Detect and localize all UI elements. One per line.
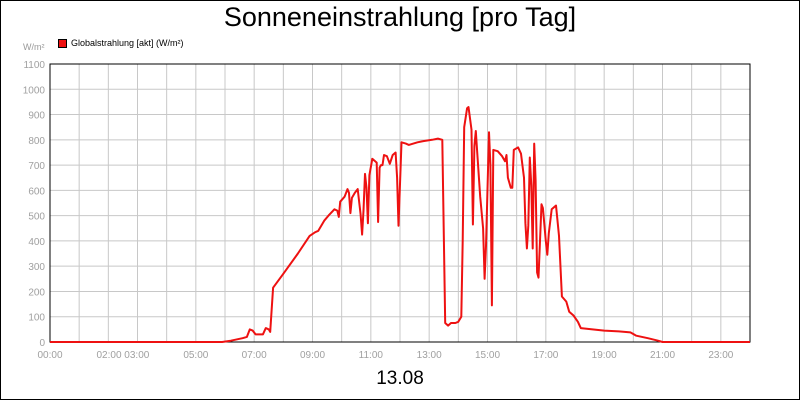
legend: Globalstrahlung [akt] (W/m²): [58, 38, 184, 48]
y-tick-label: 900: [28, 111, 45, 122]
y-tick-label: 400: [28, 237, 45, 248]
x-axis-date-label: 13.08: [376, 368, 424, 389]
x-tick-label: 15:00: [475, 350, 500, 361]
y-tick-label: 0: [39, 338, 45, 349]
x-tick-label: 00:00: [37, 350, 62, 361]
x-tick-label: 05:00: [183, 350, 208, 361]
y-tick-label: 600: [28, 186, 45, 197]
plot-border: [49, 63, 751, 343]
y-unit-label: W/m²: [23, 42, 45, 52]
y-tick-label: 300: [28, 262, 45, 273]
x-tick-label: 09:00: [300, 350, 325, 361]
chart-title: Sonneneinstrahlung [pro Tag]: [223, 2, 577, 32]
x-tick-label: 23:00: [708, 350, 733, 361]
legend-label: Globalstrahlung [akt] (W/m²): [71, 38, 184, 48]
y-tick-label: 500: [28, 212, 45, 223]
y-tick-label: 200: [28, 287, 45, 298]
x-tick-label: 21:00: [650, 350, 675, 361]
y-tick-label: 800: [28, 136, 45, 147]
y-tick-label: 100: [28, 313, 45, 324]
x-tick-label: 11:00: [359, 350, 384, 361]
x-tick-label: 17:00: [533, 350, 558, 361]
y-tick-label: 1000: [23, 85, 46, 96]
x-tick-label: 07:00: [242, 350, 267, 361]
y-tick-label: 700: [28, 161, 45, 172]
x-tick-label: 02:00 03:00: [97, 350, 150, 361]
series-line-globalstrahlung: [50, 106, 750, 343]
x-tick-label: 13:00: [417, 350, 442, 361]
y-tick-label: 1100: [23, 60, 45, 71]
x-tick-label: 19:00: [592, 350, 617, 361]
legend-swatch: [58, 38, 67, 48]
